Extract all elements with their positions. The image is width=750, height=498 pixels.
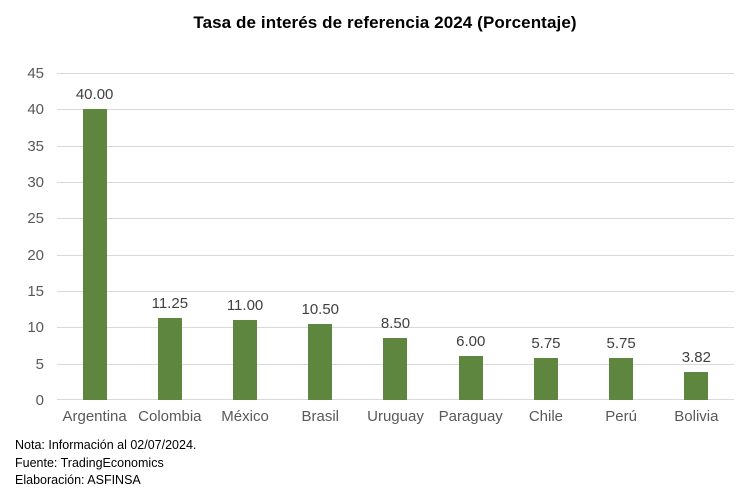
bar	[684, 372, 709, 400]
bars-row: 40.00 Argentina 11.25 Colombia 11.00 México 10…	[57, 73, 734, 425]
bar-value-label: 11.00	[226, 297, 264, 315]
bar	[82, 109, 107, 400]
bar-slot: 5.75 Chile	[508, 73, 583, 425]
gridline	[57, 218, 734, 220]
bar	[383, 338, 408, 400]
bar-value-label: 11.25	[151, 295, 189, 313]
bar	[458, 356, 483, 400]
y-tick-label: 15	[27, 283, 44, 300]
bar-value-label: 10.50	[301, 300, 340, 318]
x-category-label: Chile	[528, 408, 564, 425]
bar-value-label: 3.82	[681, 349, 711, 367]
bar	[609, 358, 634, 400]
y-tick-label: 0	[35, 392, 44, 409]
bar-value-label: 40.00	[75, 86, 114, 104]
gridline	[57, 291, 734, 292]
gridline	[57, 254, 734, 256]
bar	[533, 358, 558, 400]
gridline	[57, 73, 734, 74]
bar-value-label: 5.75	[531, 335, 561, 353]
bar-value-label: 5.75	[606, 335, 636, 353]
bar-slot: 3.82 Bolivia	[659, 73, 734, 425]
gridline	[57, 182, 734, 183]
bar-value-label: 6.00	[456, 333, 486, 351]
x-category-label: Colombia	[138, 408, 202, 425]
gridline	[57, 145, 734, 147]
y-tick-label: 10	[27, 319, 44, 337]
bar-slot: 11.00 México	[207, 73, 282, 425]
y-tick-label: 35	[27, 137, 44, 155]
chart-title: Tasa de interés de referencia 2024 (Porc…	[193, 13, 577, 32]
x-category-label: Brasil	[301, 408, 340, 425]
x-category-label: México	[221, 408, 269, 425]
bar-slot: 11.25 Colombia	[132, 73, 207, 425]
bar-slot: 40.00 Argentina	[57, 73, 132, 425]
note-line: Nota: Información al 02/07/2024.	[15, 438, 197, 452]
bar	[157, 318, 182, 400]
bar	[308, 323, 333, 400]
plot-area: 40.00 Argentina 11.25 Colombia 11.00 México 10…	[57, 73, 734, 425]
bar-slot: 8.50 Uruguay	[358, 73, 433, 425]
y-tick-label: 45	[27, 65, 44, 82]
bar-value-label: 8.50	[380, 315, 411, 333]
x-category-label: Bolivia	[674, 408, 719, 425]
x-category-label: Argentina	[62, 408, 127, 425]
bar	[233, 320, 258, 400]
bar-slot: 10.50 Brasil	[283, 73, 358, 424]
note-line: Fuente: TradingEconomics	[15, 455, 164, 470]
note-line: Elaboración: ASFINSA	[15, 473, 141, 487]
x-category-label: Paraguay	[438, 408, 503, 425]
gridline	[57, 109, 734, 111]
x-category-label: Perú	[605, 408, 637, 425]
bar-slot: 5.75 Perú	[584, 73, 659, 425]
y-tick-label: 25	[27, 210, 44, 228]
y-tick-label: 40	[27, 101, 44, 119]
y-tick-label: 20	[27, 246, 44, 264]
y-tick-label: 30	[27, 174, 44, 191]
bar-slot: 6.00 Paraguay	[433, 73, 508, 425]
chart-notes: Nota: Información al 02/07/2024. Fuente:…	[15, 437, 196, 490]
gridline	[57, 327, 734, 329]
y-tick-label: 5	[35, 355, 44, 373]
x-category-label: Uruguay	[367, 408, 424, 425]
